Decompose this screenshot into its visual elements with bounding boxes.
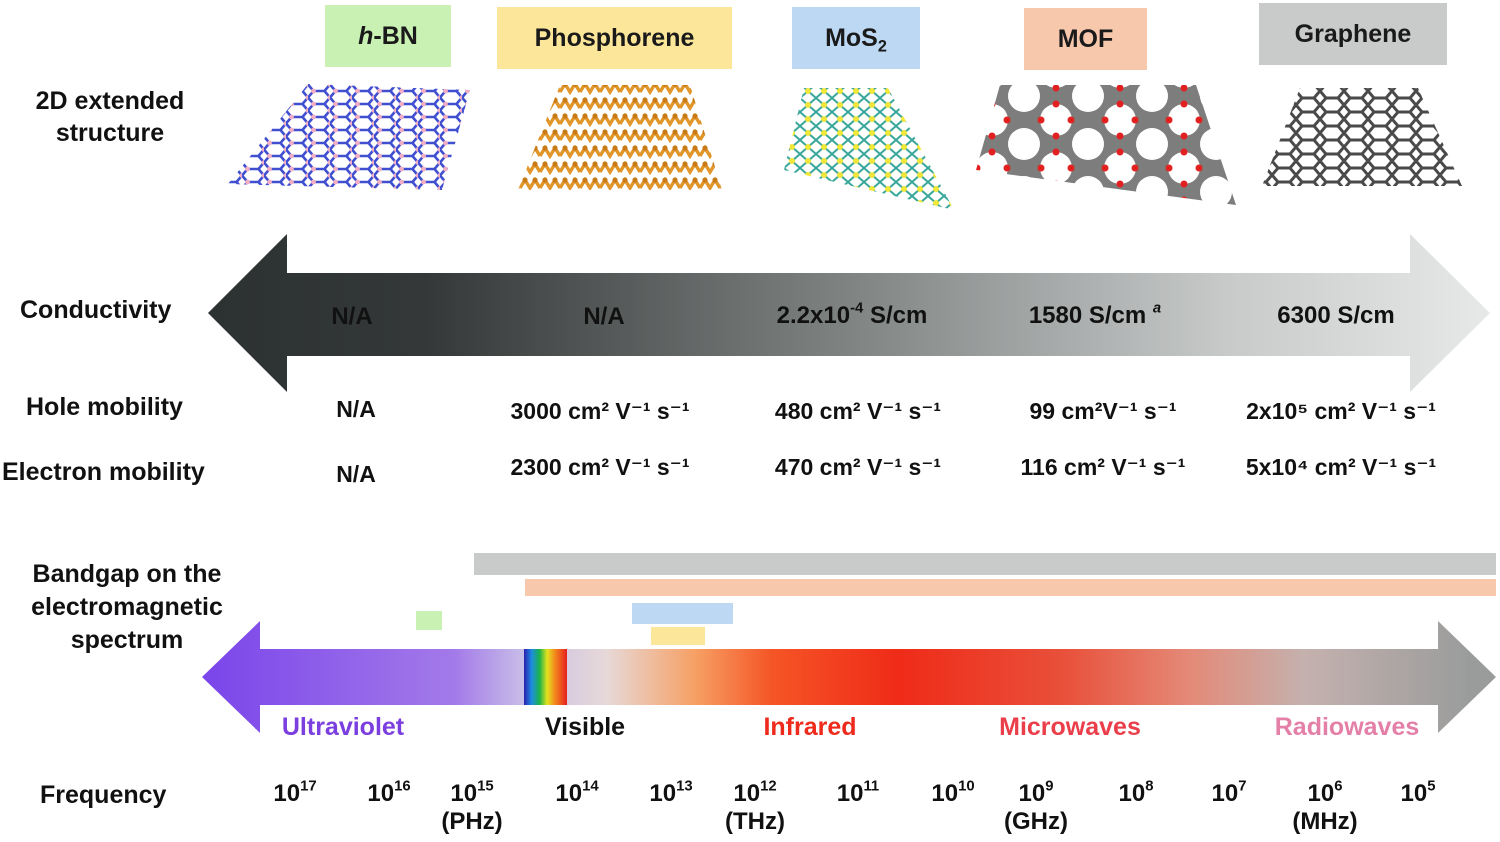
hole-mobility-graphene: 2x10⁵ cm² V⁻¹ s⁻¹ <box>1246 398 1436 424</box>
graphene-structure <box>1262 88 1462 186</box>
phosphorene-structure <box>518 85 722 190</box>
band-microwaves: Microwaves <box>999 713 1141 741</box>
conductivity-mos2-base: 2.2x10 <box>776 302 851 329</box>
conductivity-hbn: N/A <box>331 303 373 330</box>
material-label-hbn: h-BN <box>325 5 451 67</box>
hole-mobility-hbn: N/A <box>336 396 376 422</box>
frequency-tick: 1017 <box>273 778 317 807</box>
frequency-tick: 108 <box>1118 778 1154 807</box>
material-label-mof: MOF <box>1024 8 1147 70</box>
conductivity-mos2: 2.2x10-4 S/cm <box>776 300 928 330</box>
bandgap-bar-hbn <box>416 611 442 630</box>
electron-mobility-phosphorene: 2300 cm² V⁻¹ s⁻¹ <box>510 454 690 480</box>
conductivity-arrow <box>208 234 1490 392</box>
phosphorene-label-text: Phosphorene <box>534 23 695 52</box>
row-label-conductivity: Conductivity <box>20 296 172 324</box>
frequency-tick: 1016 <box>367 778 411 807</box>
bandgap-bar-mos2 <box>632 603 733 624</box>
row-label-hole-mobility: Hole mobility <box>26 393 183 421</box>
mof-structure <box>976 85 1236 205</box>
conductivity-mos2-exp: -4 <box>850 300 864 317</box>
conductivity-mof: 1580 S/cm a <box>1028 300 1162 330</box>
row-label-frequency: Frequency <box>40 781 167 809</box>
frequency-tick: 1013 <box>649 778 693 807</box>
electron-mobility-mof: 116 cm² V⁻¹ s⁻¹ <box>1020 454 1186 480</box>
mos2-label-sub: 2 <box>877 37 887 56</box>
conductivity-mof-value: 1580 S/cm <box>1028 302 1147 329</box>
conductivity-mos2-unit: S/cm <box>863 302 928 329</box>
bandgap-bar-phosphorene <box>651 627 705 645</box>
mof-label-text: MOF <box>1057 24 1114 53</box>
hole-mobility-phosphorene: 3000 cm² V⁻¹ s⁻¹ <box>510 398 690 424</box>
row-label-structure: 2D extended structure <box>35 87 185 147</box>
electron-mobility-mos2: 470 cm² V⁻¹ s⁻¹ <box>774 454 942 480</box>
hole-mobility-mos2: 480 cm² V⁻¹ s⁻¹ <box>774 398 942 424</box>
frequency-tick-mhz: 106 (MHz) <box>1292 778 1358 835</box>
row-label-bandgap: Bandgap on the electromagnetic spectrum <box>31 560 223 654</box>
mos2-label-text: MoS <box>825 23 878 52</box>
conductivity-graphene: 6300 S/cm <box>1277 302 1395 329</box>
electron-mobility-graphene: 5x10⁴ cm² V⁻¹ s⁻¹ <box>1245 454 1437 480</box>
band-radiowaves: Radiowaves <box>1274 713 1420 741</box>
frequency-tick-ghz: 109 (GHz) <box>1004 778 1068 835</box>
frequency-tick: 1014 <box>555 778 599 807</box>
material-label-phosphorene: Phosphorene <box>497 7 732 69</box>
conductivity-phosphorene: N/A <box>583 303 625 330</box>
hbn-italic: h <box>358 21 374 50</box>
frequency-tick-phz: 1015 (PHz) <box>441 778 503 835</box>
frequency-tick: 105 <box>1400 778 1436 807</box>
hbn-structure <box>228 84 470 190</box>
bandgap-bar-graphene <box>474 553 1496 575</box>
hole-mobility-mof: 99 cm²V⁻¹ s⁻¹ <box>1029 398 1177 424</box>
band-infrared: Infrared <box>763 713 857 741</box>
band-visible: Visible <box>544 713 626 741</box>
band-ultraviolet: Ultraviolet <box>281 713 405 741</box>
frequency-tick: 1010 <box>931 778 975 807</box>
frequency-tick-thz: 1012 (THz) <box>725 778 785 835</box>
material-label-mos2: MoS2 <box>792 7 920 69</box>
structures-illustrations <box>228 84 1462 210</box>
bandgap-bar-mof <box>525 579 1496 596</box>
spectrum-arrow <box>202 621 1496 733</box>
material-label-graphene: Graphene <box>1259 3 1447 65</box>
graphene-label-text: Graphene <box>1294 19 1412 48</box>
hbn-rest: -BN <box>373 21 418 50</box>
conductivity-mof-note: a <box>1152 300 1162 317</box>
row-label-electron-mobility: Electron mobility <box>2 458 205 486</box>
frequency-tick: 107 <box>1211 778 1247 807</box>
frequency-tick: 1011 <box>836 778 880 807</box>
electron-mobility-hbn: N/A <box>336 461 376 487</box>
visible-rainbow <box>524 649 567 705</box>
mos2-structure <box>784 88 954 210</box>
